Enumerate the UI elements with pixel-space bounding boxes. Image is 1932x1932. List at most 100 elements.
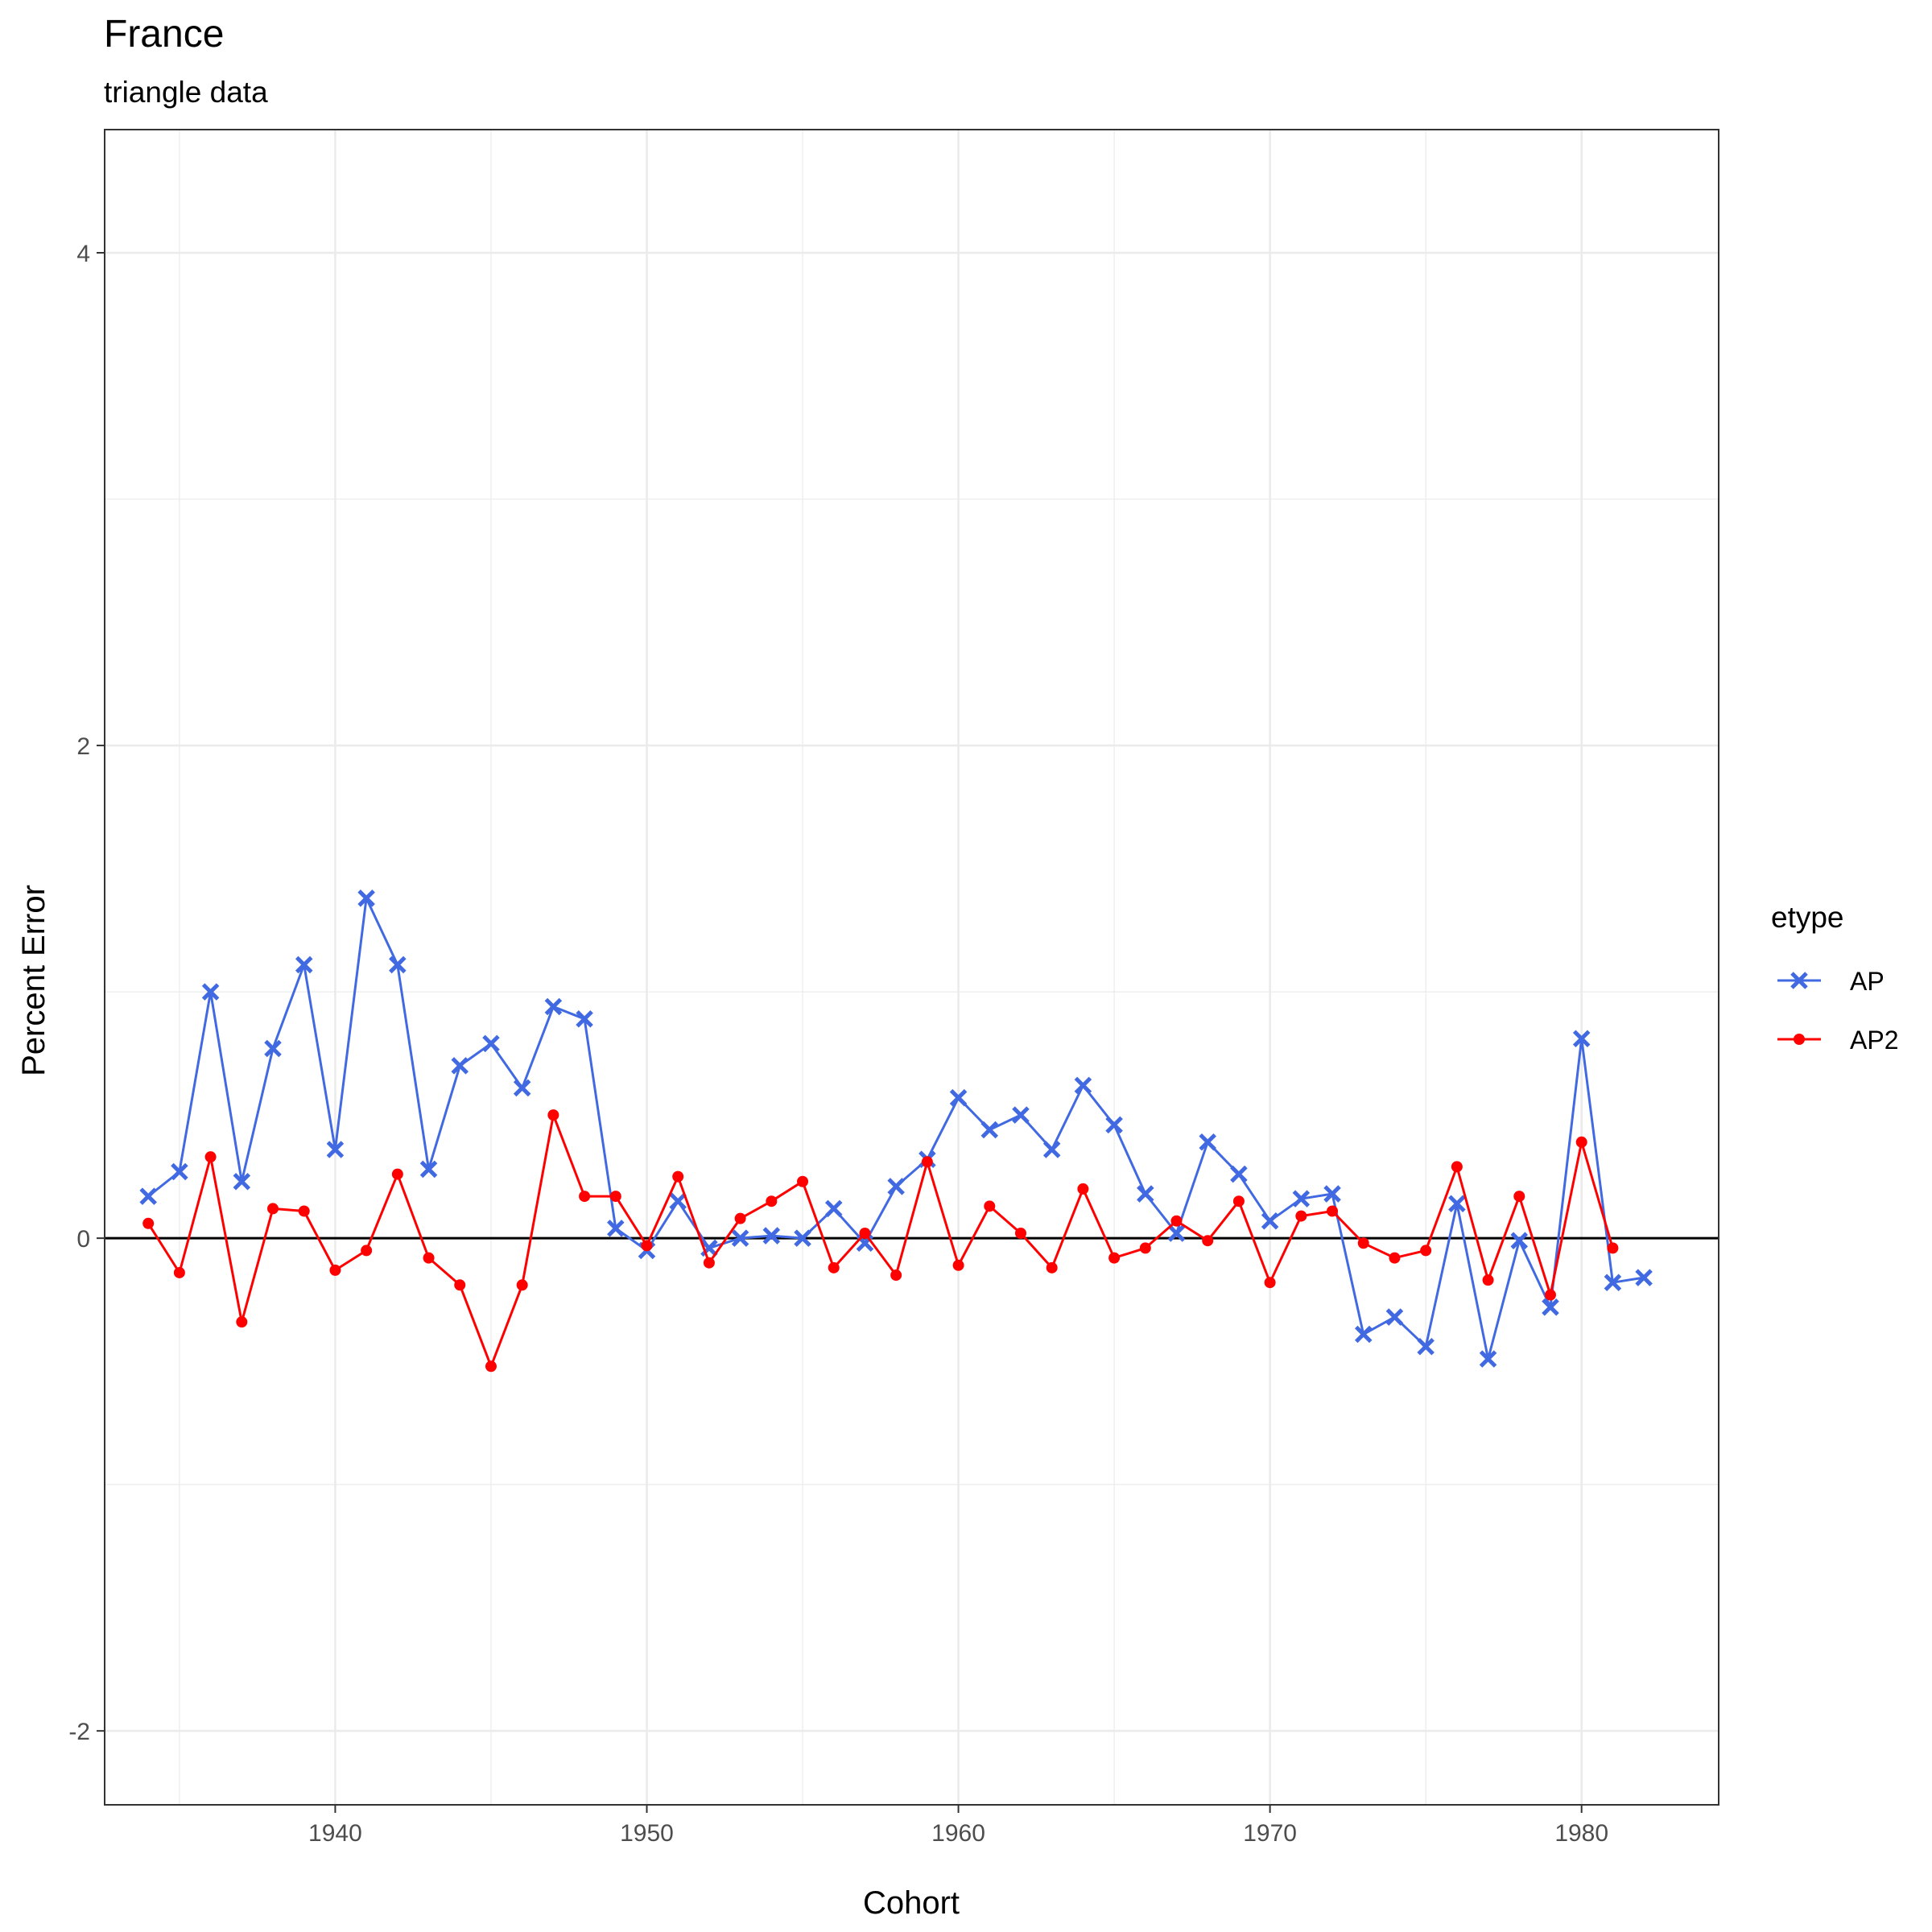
data-point-ap2 xyxy=(485,1360,497,1373)
data-point-ap2 xyxy=(641,1240,653,1252)
data-point-ap2 xyxy=(204,1151,217,1163)
data-point-ap xyxy=(980,1121,999,1139)
data-point-ap xyxy=(1542,1298,1559,1316)
data-point-ap2 xyxy=(1139,1242,1151,1254)
data-point-ap xyxy=(1261,1212,1279,1230)
series-ap2 xyxy=(142,1109,1619,1373)
data-point-ap2 xyxy=(921,1156,933,1168)
data-point-ap2 xyxy=(267,1203,279,1215)
data-point-ap2 xyxy=(1544,1289,1556,1301)
data-point-ap2 xyxy=(1607,1242,1619,1254)
data-point-ap xyxy=(1230,1165,1248,1183)
x-tick-label: 1980 xyxy=(1554,1820,1608,1847)
data-point-ap2 xyxy=(1014,1228,1026,1240)
data-point-ap xyxy=(887,1178,905,1195)
data-point-ap2 xyxy=(329,1264,341,1276)
data-point-ap xyxy=(233,1172,251,1191)
data-point-ap2 xyxy=(984,1200,996,1212)
series-ap xyxy=(139,890,1653,1368)
data-point-ap2 xyxy=(1264,1277,1276,1289)
data-point-ap xyxy=(1354,1325,1373,1344)
data-point-ap xyxy=(949,1088,968,1107)
data-point-ap xyxy=(295,956,313,974)
data-point-ap2 xyxy=(1357,1237,1369,1249)
legend-item-ap2: AP2 xyxy=(1777,1026,1898,1055)
legend-item-ap: AP xyxy=(1777,967,1885,996)
data-point-ap xyxy=(1199,1133,1216,1151)
axes: 1940 1950 1960 1970 1980 -2 0 2 4 xyxy=(68,241,1608,1847)
data-point-ap xyxy=(1572,1030,1591,1048)
data-point-ap xyxy=(1012,1106,1030,1124)
data-point-ap xyxy=(1604,1274,1622,1291)
data-point-ap2 xyxy=(423,1252,435,1264)
data-point-ap xyxy=(824,1199,843,1218)
series-line-ap2 xyxy=(147,1113,1614,1368)
data-point-ap2 xyxy=(952,1259,964,1271)
data-point-ap xyxy=(1448,1195,1466,1213)
data-point-ap2 xyxy=(1232,1195,1245,1208)
data-point-ap xyxy=(326,1141,345,1158)
data-point-ap xyxy=(731,1229,749,1247)
data-point-ap xyxy=(1479,1350,1497,1368)
data-point-ap xyxy=(1417,1338,1435,1356)
chart-subtitle: triangle data xyxy=(104,76,268,109)
data-point-ap2 xyxy=(1108,1252,1121,1264)
data-point-ap xyxy=(389,956,407,974)
data-point-ap xyxy=(794,1229,811,1247)
data-point-ap xyxy=(1042,1141,1061,1158)
data-point-ap xyxy=(513,1079,531,1097)
data-point-ap xyxy=(171,1162,188,1181)
y-tick-label: -2 xyxy=(68,1719,90,1745)
data-point-ap2 xyxy=(859,1228,871,1240)
data-point-ap2 xyxy=(1575,1136,1587,1148)
legend-label-ap2: AP2 xyxy=(1850,1026,1898,1055)
data-point-ap2 xyxy=(361,1245,373,1257)
data-point-ap xyxy=(1292,1190,1311,1208)
data-point-ap xyxy=(264,1039,282,1058)
data-point-ap2 xyxy=(828,1261,840,1274)
data-point-ap2 xyxy=(516,1279,528,1291)
data-point-ap xyxy=(576,1010,593,1028)
x-tick-label: 1960 xyxy=(931,1820,985,1847)
legend-x-marker-icon xyxy=(1790,972,1808,989)
data-point-ap2 xyxy=(1077,1183,1089,1195)
data-point-ap xyxy=(1074,1076,1092,1095)
data-point-ap2 xyxy=(547,1109,559,1121)
data-point-ap2 xyxy=(1202,1235,1214,1247)
y-tick-label: 0 xyxy=(76,1226,90,1253)
data-point-ap xyxy=(451,1057,469,1075)
data-point-ap xyxy=(357,890,375,907)
data-point-ap2 xyxy=(703,1257,715,1269)
plot-panel-border xyxy=(104,129,1719,1806)
data-point-ap2 xyxy=(1170,1215,1183,1227)
data-point-ap2 xyxy=(1389,1252,1401,1264)
data-point-ap xyxy=(201,983,220,1001)
data-point-ap2 xyxy=(298,1205,310,1217)
gridlines xyxy=(105,130,1719,1805)
data-point-ap2 xyxy=(609,1191,621,1203)
data-point-ap2 xyxy=(391,1168,403,1180)
data-point-ap2 xyxy=(797,1175,809,1187)
legend: etype AP AP2 xyxy=(1771,901,1898,1055)
data-point-ap xyxy=(1635,1269,1653,1286)
chart-title: France xyxy=(104,13,224,56)
series-group xyxy=(139,890,1653,1373)
data-point-ap2 xyxy=(672,1170,684,1183)
data-point-ap xyxy=(419,1160,438,1179)
y-tick-label: 4 xyxy=(76,241,90,267)
data-point-ap2 xyxy=(1327,1205,1339,1217)
data-point-ap2 xyxy=(173,1266,185,1278)
data-point-ap2 xyxy=(236,1316,248,1328)
y-tick-label: 2 xyxy=(76,733,90,760)
data-point-ap xyxy=(482,1034,500,1053)
legend-title: etype xyxy=(1771,901,1844,934)
data-point-ap xyxy=(1385,1308,1404,1326)
data-point-ap xyxy=(607,1220,625,1237)
data-point-ap xyxy=(1167,1224,1186,1242)
x-tick-label: 1950 xyxy=(620,1820,674,1847)
data-point-ap2 xyxy=(1295,1210,1307,1222)
data-point-ap xyxy=(1510,1232,1529,1249)
data-point-ap2 xyxy=(890,1269,902,1282)
y-axis-title: Percent Error xyxy=(16,885,52,1076)
